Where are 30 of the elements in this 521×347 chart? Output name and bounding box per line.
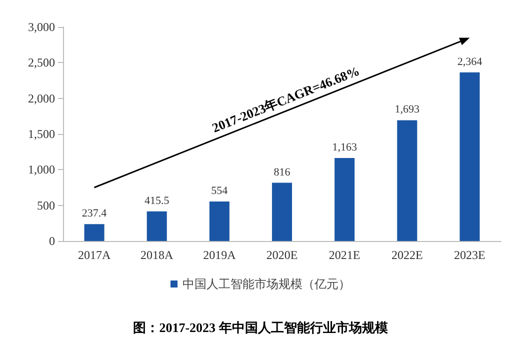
y-tick-label: 1,500: [28, 127, 55, 141]
y-tick-label: 0: [49, 234, 55, 248]
x-tick-label: 2022E: [391, 248, 423, 262]
x-tick-label: 2021E: [328, 248, 360, 262]
bar: [334, 158, 355, 241]
y-tick-label: 2,000: [28, 91, 55, 106]
bar: [460, 72, 480, 241]
bar: [209, 201, 230, 241]
text: 2,364: [457, 56, 482, 68]
y-tick-label: 3,000: [28, 20, 55, 34]
text: 237.4: [82, 208, 107, 220]
text: 图：2017-2023 年中国人工智能行业市场规模: [133, 320, 388, 335]
bar: [272, 182, 292, 241]
x-tick-label: 2017A: [78, 248, 111, 262]
text: 415.5: [144, 194, 170, 207]
text: 816: [274, 166, 290, 178]
bar: [146, 211, 167, 241]
x-tick-label: 2019A: [203, 248, 236, 262]
y-tick-label: 500: [37, 198, 55, 212]
x-tick-label: 2020E: [266, 248, 298, 262]
y-tick-label: 1,000: [28, 162, 55, 177]
y-tick-label: 2,500: [28, 56, 55, 70]
text: 554: [211, 184, 228, 197]
text: 1,693: [394, 104, 420, 116]
x-tick-label: 2023E: [454, 248, 486, 262]
bar: [397, 120, 418, 241]
bar: [84, 224, 104, 241]
text: 1,163: [332, 142, 357, 154]
x-tick-label: 2018A: [140, 248, 174, 262]
legend-label: 中国人工智能市场规模（亿元）: [182, 277, 350, 291]
